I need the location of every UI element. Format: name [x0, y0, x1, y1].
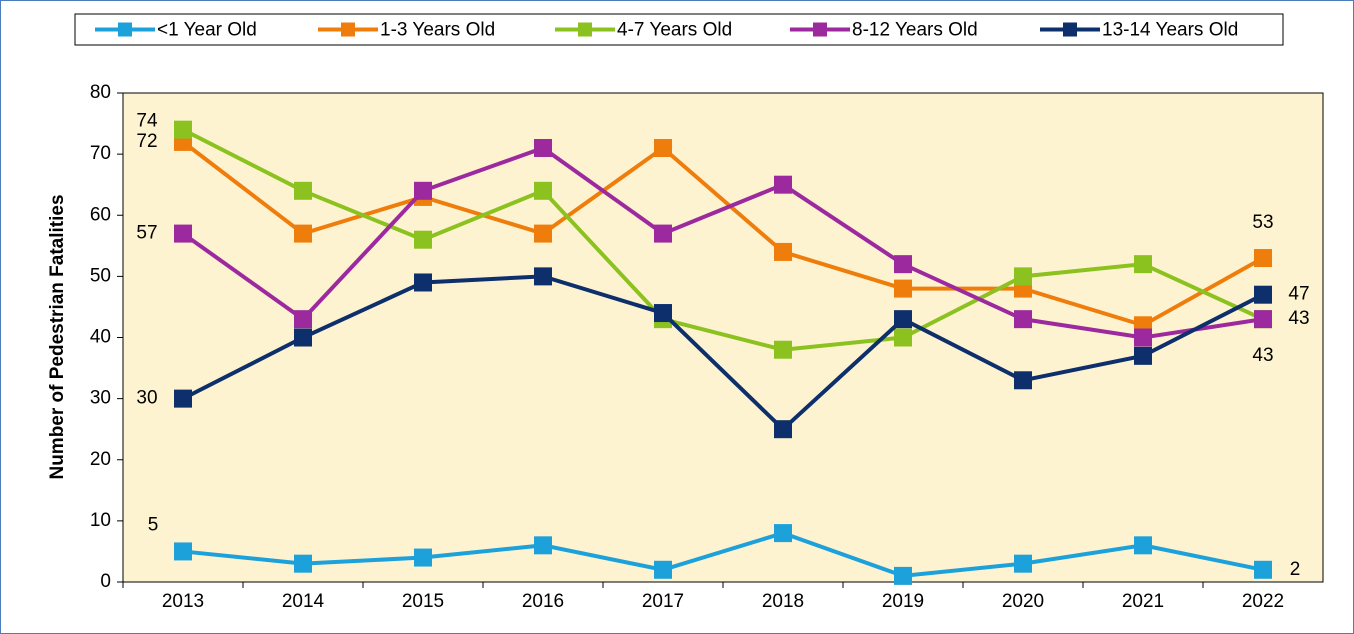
point-marker — [534, 267, 552, 286]
y-tick-label: 50 — [90, 265, 111, 286]
point-marker — [1254, 285, 1272, 304]
x-tick-label: 2021 — [1122, 591, 1164, 612]
point-marker — [1014, 371, 1032, 390]
point-marker — [534, 181, 552, 200]
legend-label: 8-12 Years Old — [852, 20, 978, 41]
y-tick-label: 10 — [90, 510, 111, 531]
data-label: 47 — [1288, 284, 1309, 305]
data-label: 74 — [136, 111, 158, 132]
legend-label: 1-3 Years Old — [380, 20, 495, 41]
series-line — [182, 127, 1264, 352]
data-label: 2 — [1290, 559, 1301, 580]
point-marker — [294, 224, 312, 243]
data-label: 72 — [136, 131, 157, 152]
y-tick-label: 30 — [90, 388, 111, 409]
point-marker — [894, 566, 912, 585]
point-marker — [1254, 249, 1272, 268]
data-label: 43 — [1288, 308, 1309, 329]
point-marker — [774, 524, 792, 543]
legend-marker — [578, 22, 592, 37]
x-tick-label: 2016 — [522, 591, 564, 612]
plot-area — [122, 92, 1324, 583]
point-marker — [654, 224, 672, 243]
legend-marker — [1063, 22, 1077, 37]
legend-label: 13-14 Years Old — [1102, 20, 1238, 41]
point-marker — [1254, 310, 1272, 329]
point-marker — [414, 181, 432, 200]
point-marker — [294, 328, 312, 347]
y-tick-label: 70 — [90, 143, 111, 164]
x-tick-label: 2015 — [402, 591, 444, 612]
x-tick-label: 2022 — [1242, 591, 1284, 612]
point-marker — [894, 310, 912, 329]
point-marker — [174, 224, 192, 243]
point-marker — [654, 304, 672, 323]
point-marker — [774, 420, 792, 439]
x-tick-label: 2018 — [762, 591, 804, 612]
y-tick-label: 60 — [90, 204, 111, 225]
legend-label: <1 Year Old — [157, 20, 257, 41]
point-marker — [1254, 560, 1272, 579]
series-line — [182, 530, 1264, 578]
y-tick-label: 40 — [90, 327, 111, 348]
point-marker — [1134, 255, 1152, 274]
data-label: 57 — [136, 223, 157, 244]
point-marker — [774, 242, 792, 261]
point-marker — [894, 279, 912, 298]
point-marker — [1134, 328, 1152, 347]
x-tick-label: 2014 — [282, 591, 325, 612]
legend-label: 4-7 Years Old — [617, 20, 732, 41]
x-tick-label: 2019 — [882, 591, 924, 612]
point-marker — [294, 181, 312, 200]
x-tick-label: 2017 — [642, 591, 684, 612]
point-marker — [1014, 310, 1032, 329]
point-marker — [894, 255, 912, 274]
y-tick-label: 20 — [90, 449, 111, 470]
point-marker — [414, 548, 432, 567]
y-axis-title: Number of Pedestrian Fatalities — [47, 194, 68, 479]
point-marker — [1134, 536, 1152, 555]
series-line — [181, 145, 1264, 340]
point-marker — [774, 175, 792, 194]
point-marker — [174, 542, 192, 561]
point-marker — [1014, 267, 1032, 286]
point-marker — [1134, 346, 1152, 365]
x-tick-label: 2013 — [162, 591, 204, 612]
point-marker — [534, 224, 552, 243]
data-label: 53 — [1252, 212, 1273, 233]
data-label: 5 — [148, 514, 159, 535]
y-tick-label: 0 — [100, 571, 111, 592]
legend-marker — [118, 22, 132, 37]
point-marker — [774, 340, 792, 359]
y-tick-label: 80 — [90, 82, 111, 103]
point-marker — [294, 554, 312, 573]
point-marker — [174, 389, 192, 408]
point-marker — [414, 273, 432, 292]
data-label: 30 — [136, 388, 157, 409]
x-tick-label: 2020 — [1002, 591, 1044, 612]
point-marker — [1014, 554, 1032, 573]
point-marker — [534, 536, 552, 555]
point-marker — [174, 120, 192, 139]
point-marker — [654, 560, 672, 579]
point-marker — [654, 139, 672, 158]
data-label: 43 — [1252, 345, 1273, 366]
point-marker — [414, 230, 432, 249]
legend-marker — [813, 22, 827, 37]
point-marker — [534, 139, 552, 158]
legend-marker — [341, 22, 355, 37]
point-marker — [294, 310, 312, 329]
point-marker — [894, 328, 912, 347]
series-line — [182, 274, 1264, 432]
